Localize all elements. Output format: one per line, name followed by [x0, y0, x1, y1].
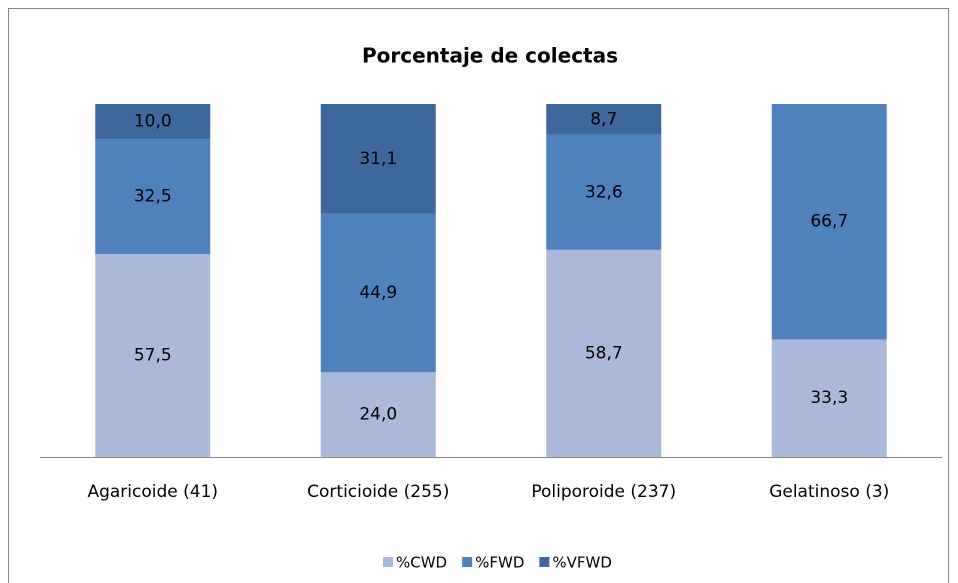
data-label: 33,3 [810, 388, 848, 408]
x-tick-label: Corticioide (255) [307, 482, 449, 502]
bar-segment [320, 104, 436, 214]
bar-segment [320, 372, 436, 457]
bar-segment [771, 339, 887, 457]
data-label: 10,0 [134, 112, 172, 132]
bar-segment [320, 213, 436, 373]
data-label: 66,7 [810, 212, 848, 232]
bar-segment [95, 254, 211, 457]
x-tick-label: Poliporoide (237) [531, 482, 676, 502]
bar-segment [771, 104, 887, 340]
bar-segment [546, 104, 662, 135]
legend-label: %VFWD [552, 554, 612, 572]
bar-segment [546, 249, 662, 457]
data-label: 44,9 [359, 283, 397, 303]
x-tick-label: Gelatinoso (3) [769, 482, 889, 502]
legend-swatch [383, 557, 393, 567]
legend-swatch [462, 557, 473, 567]
bar-segment [95, 104, 211, 140]
data-label: 32,6 [585, 182, 623, 202]
data-label: 31,1 [359, 149, 397, 169]
data-label: 8,7 [590, 109, 617, 129]
x-tick-label: Agaricoide (41) [87, 482, 218, 502]
legend-label: %FWD [475, 554, 524, 572]
data-label: 24,0 [359, 405, 397, 425]
legend-label: %CWD [396, 554, 447, 572]
bar-segment [546, 134, 662, 250]
data-label: 57,5 [134, 346, 172, 366]
data-label: 32,5 [134, 187, 172, 207]
bar-segment [95, 139, 211, 255]
data-label: 58,7 [585, 343, 623, 363]
chart-title: Porcentaje de colectas [362, 44, 618, 68]
legend-swatch [539, 557, 550, 567]
